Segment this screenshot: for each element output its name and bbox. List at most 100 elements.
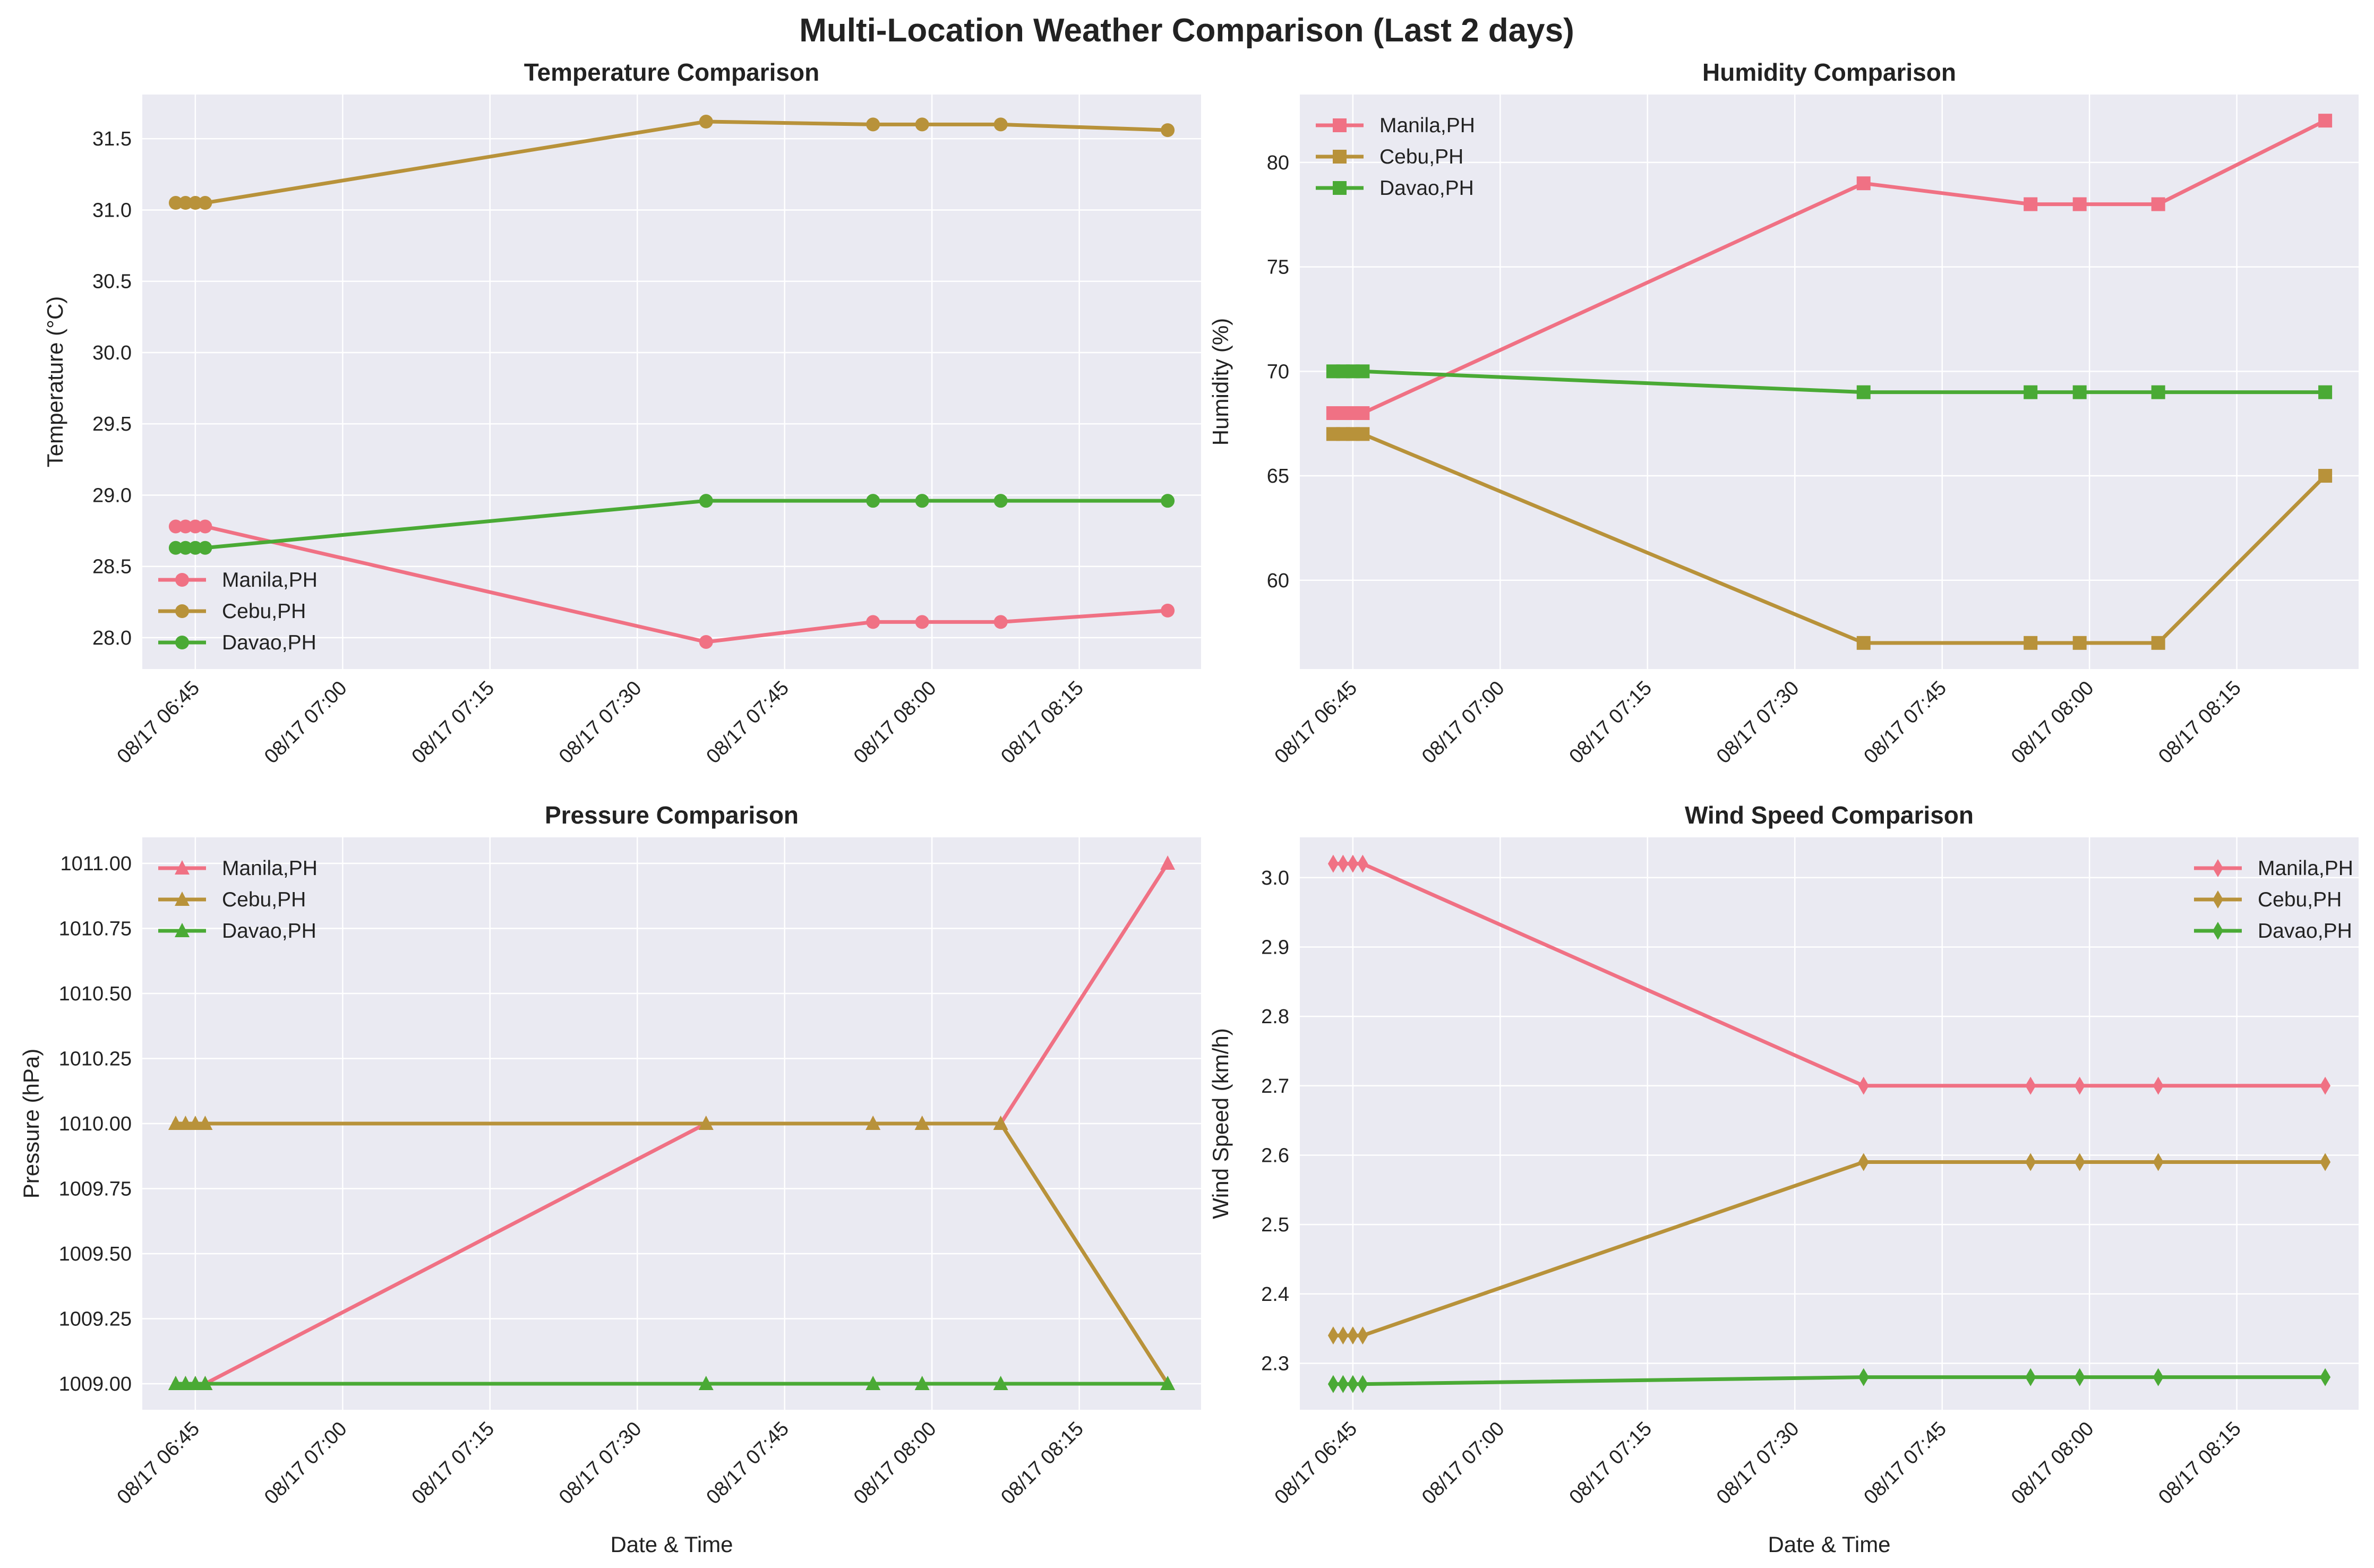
chart-panel-1: 28.0 28.5 29.0 29.5 30.0 30.5 31.0 31.5 08/17 06… (42, 58, 1201, 768)
legend-marker (175, 636, 189, 649)
data-point (2153, 1076, 2164, 1095)
data-point (198, 196, 212, 210)
data-point (993, 494, 1008, 508)
x-tick-label: 08/17 06:45 (1271, 677, 1362, 768)
data-point (2320, 1076, 2331, 1095)
legend-marker (2213, 890, 2223, 909)
legend-label: Davao,PH (1379, 177, 1474, 200)
data-point (865, 1116, 881, 1130)
y-axis-label: Humidity (%) (1208, 318, 1233, 445)
y-tick-label: 1010.25 (59, 1048, 132, 1070)
data-point (1161, 494, 1175, 508)
chart-panel-4: 2.3 2.4 2.5 2.6 2.7 2.8 2.9 3.0 08/17 06:45 08/17… (1208, 801, 2359, 1557)
data-point (1347, 854, 1358, 873)
legend-label: Manila,PH (2258, 857, 2353, 880)
data-point (1856, 636, 1871, 650)
x-tick-label: 08/17 06:45 (113, 1418, 204, 1509)
series-davao (168, 1376, 1176, 1390)
data-point (2024, 385, 2038, 399)
plot-area (1300, 837, 2359, 1410)
data-point (2024, 197, 2038, 211)
x-tick-label: 08/17 07:15 (1565, 1418, 1657, 1509)
x-tick-label: 08/17 07:45 (1859, 677, 1951, 768)
data-point (915, 117, 929, 132)
data-point (2025, 1076, 2036, 1095)
data-point (1347, 1326, 1358, 1345)
x-tick-label: 08/17 08:00 (850, 1418, 941, 1509)
x-tick-label: 08/17 07:00 (1418, 677, 1509, 768)
data-point (198, 1116, 213, 1130)
legend-marker (1333, 181, 1347, 195)
y-axis-label: Pressure (hPa) (19, 1049, 44, 1198)
data-point (2318, 469, 2333, 483)
legend-marker (1333, 118, 1347, 132)
data-point (2153, 1153, 2164, 1171)
x-tick-label: 08/17 07:45 (702, 677, 793, 768)
series-cebu (168, 1116, 1176, 1390)
data-point (187, 1116, 203, 1130)
data-point (1356, 406, 1370, 421)
data-point (2074, 1368, 2085, 1386)
y-tick-label: 1009.25 (59, 1308, 132, 1331)
y-tick-label: 2.8 (1261, 1006, 1289, 1028)
y-tick-label: 1010.50 (59, 983, 132, 1005)
series-davao (1327, 1368, 2331, 1393)
data-point (2072, 636, 2087, 650)
legend-marker (175, 923, 190, 937)
data-point (866, 117, 880, 132)
data-point (2072, 197, 2087, 211)
legend-label: Manila,PH (1379, 114, 1475, 137)
y-tick-label: 75 (1267, 256, 1289, 279)
data-point (699, 635, 713, 649)
data-point (2151, 385, 2165, 399)
x-tick-label: 08/17 07:15 (1565, 677, 1657, 768)
data-point (1338, 854, 1349, 873)
chart-title: Wind Speed Comparison (1685, 801, 1974, 829)
y-tick-label: 60 (1267, 570, 1289, 592)
data-point (2318, 114, 2333, 128)
x-axis-label: Date & Time (610, 1532, 733, 1557)
y-tick-label: 31.5 (92, 128, 132, 150)
x-tick-label: 08/17 07:30 (555, 677, 646, 768)
y-tick-label: 3.0 (1261, 867, 1289, 889)
data-point (198, 519, 212, 534)
data-point (188, 541, 202, 555)
data-point (993, 1376, 1008, 1390)
data-point (698, 1116, 714, 1130)
data-point (2074, 1076, 2085, 1095)
data-point (1160, 855, 1176, 870)
series-cebu (1327, 1153, 2331, 1345)
y-tick-label: 30.0 (92, 342, 132, 364)
x-tick-label: 08/17 07:15 (408, 677, 499, 768)
chart-panel-2: 60 65 70 75 80 08/17 06:45 08/17 07:00 08/17 07… (1208, 58, 2359, 768)
series-cebu (1326, 427, 2333, 650)
y-tick-label: 70 (1267, 361, 1289, 383)
legend-label: Cebu,PH (1379, 145, 1463, 168)
x-tick-label: 08/17 07:30 (1712, 677, 1804, 768)
data-point (188, 519, 202, 534)
data-point (1856, 385, 1871, 399)
legend-marker (175, 892, 190, 906)
data-point (1858, 1076, 1869, 1095)
data-point (168, 519, 183, 534)
legend-label: Davao,PH (222, 920, 316, 942)
panels: 28.0 28.5 29.0 29.5 30.0 30.5 31.0 31.5 08/17 06… (19, 58, 2359, 1557)
data-point (1858, 1153, 1869, 1171)
data-point (865, 1376, 881, 1390)
x-tick-label: 08/17 06:45 (113, 677, 204, 768)
data-point (2153, 1368, 2164, 1386)
data-point (2151, 636, 2165, 650)
y-tick-label: 29.0 (92, 484, 132, 507)
x-tick-label: 08/17 07:15 (408, 1418, 499, 1509)
data-point (2024, 636, 2038, 650)
figure-title: Multi-Location Weather Comparison (Last … (799, 12, 1574, 49)
y-tick-label: 2.3 (1261, 1352, 1289, 1375)
y-tick-label: 1009.50 (59, 1243, 132, 1265)
data-point (198, 541, 212, 555)
data-point (2025, 1153, 2036, 1171)
data-point (2318, 385, 2333, 399)
data-point (1858, 1368, 1869, 1386)
data-point (866, 494, 880, 508)
x-tick-label: 08/17 07:00 (260, 1418, 352, 1509)
